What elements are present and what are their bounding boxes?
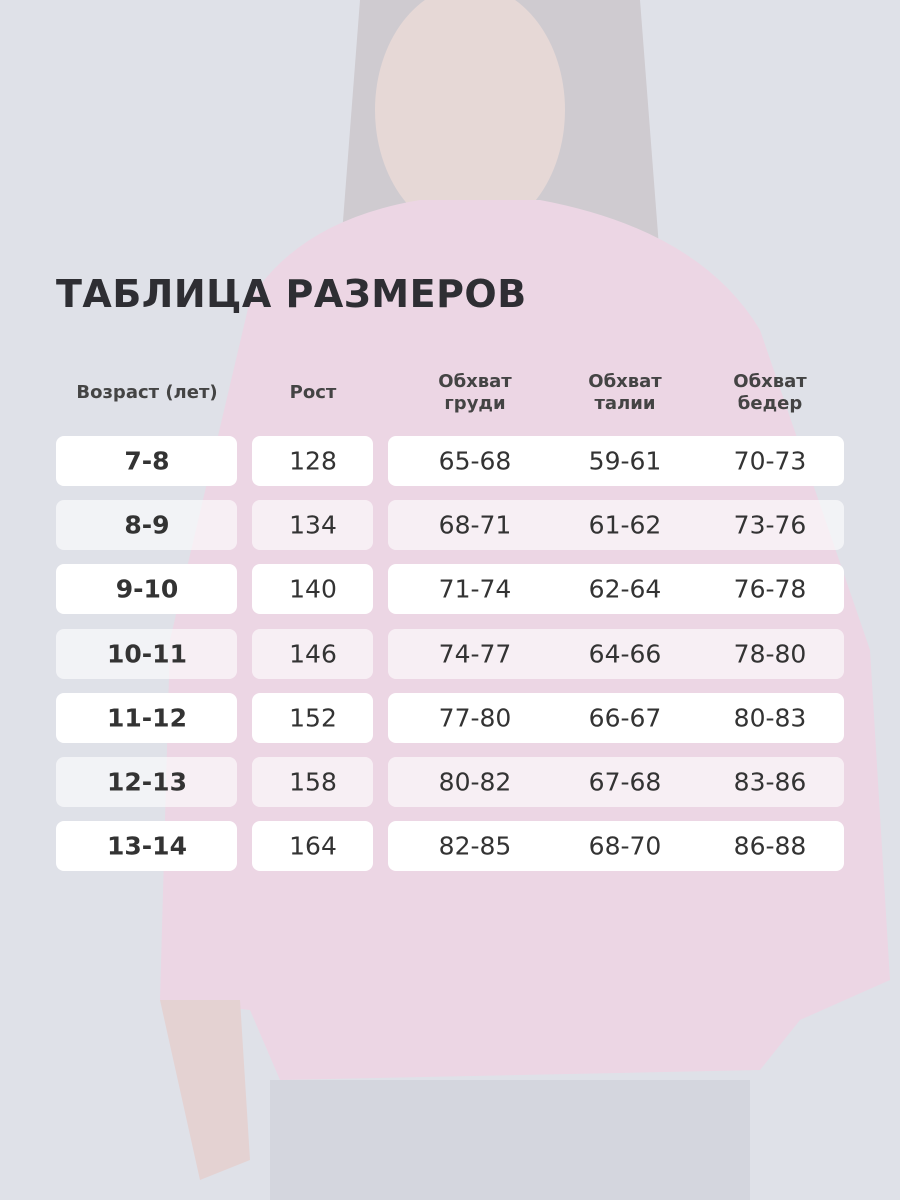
row-box xyxy=(56,628,237,679)
row-box xyxy=(252,692,373,743)
column-header: Возраст (лет) xyxy=(76,382,218,403)
value-cell: 80-83 xyxy=(733,703,807,733)
age-cell: 7-8 xyxy=(124,446,170,476)
row-box xyxy=(252,500,373,551)
value-cell: 66-67 xyxy=(588,703,662,733)
value-cell: 73-76 xyxy=(733,510,807,540)
age-cell: 9-10 xyxy=(115,574,179,604)
row-box xyxy=(388,628,844,679)
age-cell: 8-9 xyxy=(124,510,170,540)
row-box xyxy=(388,692,844,743)
row-box xyxy=(388,564,844,615)
row-box xyxy=(388,821,844,872)
value-cell: 64-66 xyxy=(588,639,662,669)
row-box xyxy=(56,436,237,486)
value-cell: 146 xyxy=(289,639,337,669)
row-box xyxy=(252,628,373,679)
value-cell: 70-73 xyxy=(733,446,807,476)
row-box xyxy=(56,564,237,615)
row-box xyxy=(56,692,237,743)
value-cell: 164 xyxy=(289,831,337,861)
row-box xyxy=(252,757,373,807)
row-box xyxy=(56,821,237,872)
value-cell: 65-68 xyxy=(438,446,512,476)
value-cell: 140 xyxy=(289,574,337,604)
value-cell: 77-80 xyxy=(438,703,512,733)
value-cell: 78-80 xyxy=(733,639,807,669)
value-cell: 80-82 xyxy=(438,767,512,797)
value-cell: 83-86 xyxy=(733,767,807,797)
value-cell: 67-68 xyxy=(588,767,662,797)
title: ТАБЛИЦА РАЗМЕРОВ xyxy=(56,272,527,316)
column-header: Обхват бедер xyxy=(733,371,807,414)
row-box xyxy=(252,436,373,486)
value-cell: 158 xyxy=(289,767,337,797)
row-box xyxy=(388,436,844,486)
value-cell: 68-70 xyxy=(588,831,662,861)
column-header: Обхват талии xyxy=(588,371,662,414)
column-header: Обхват груди xyxy=(438,371,512,414)
row-box xyxy=(56,500,237,551)
value-cell: 62-64 xyxy=(588,574,662,604)
value-cell: 68-71 xyxy=(438,510,512,540)
value-cell: 82-85 xyxy=(438,831,512,861)
row-box xyxy=(252,564,373,615)
value-cell: 128 xyxy=(289,446,337,476)
row-box xyxy=(56,757,237,807)
age-cell: 11-12 xyxy=(107,703,187,733)
value-cell: 74-77 xyxy=(438,639,512,669)
age-cell: 13-14 xyxy=(107,831,187,861)
value-cell: 61-62 xyxy=(588,510,662,540)
value-cell: 134 xyxy=(289,510,337,540)
value-cell: 59-61 xyxy=(588,446,662,476)
value-cell: 152 xyxy=(289,703,337,733)
value-cell: 86-88 xyxy=(733,831,807,861)
row-box xyxy=(252,821,373,872)
value-cell: 71-74 xyxy=(438,574,512,604)
column-header: Рост xyxy=(289,382,337,403)
value-cell: 76-78 xyxy=(733,574,807,604)
row-box xyxy=(388,500,844,551)
row-box xyxy=(388,757,844,807)
age-cell: 12-13 xyxy=(107,767,187,797)
age-cell: 10-11 xyxy=(107,639,187,669)
